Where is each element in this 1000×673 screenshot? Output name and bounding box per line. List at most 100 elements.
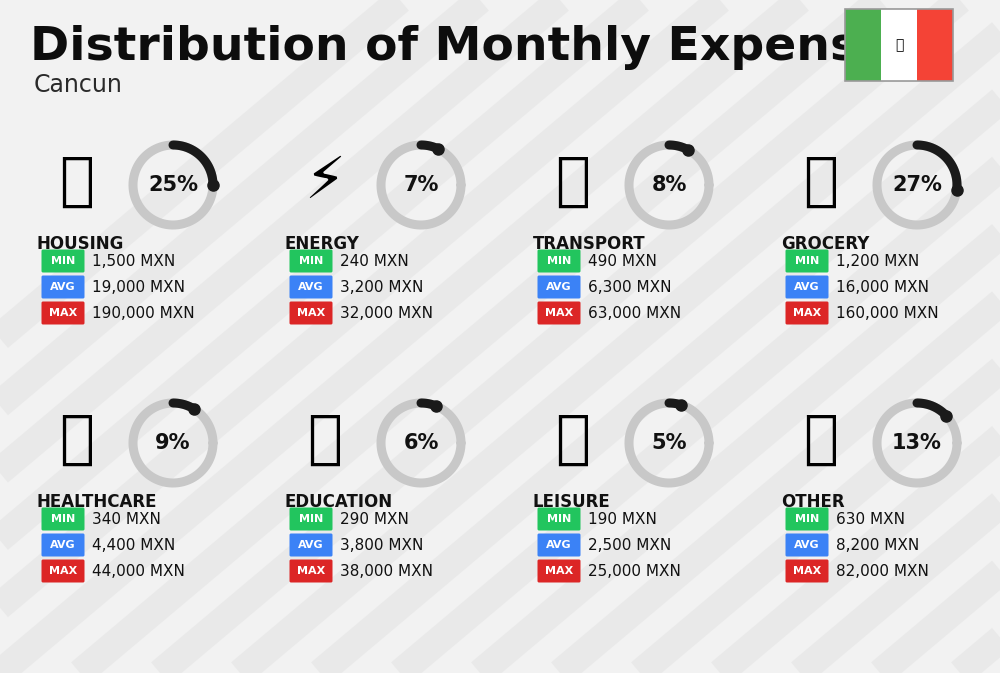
Text: GROCERY: GROCERY: [781, 235, 869, 253]
FancyBboxPatch shape: [42, 534, 84, 557]
Text: 4,400 MXN: 4,400 MXN: [92, 538, 175, 553]
FancyBboxPatch shape: [42, 507, 84, 530]
Text: 1,500 MXN: 1,500 MXN: [92, 254, 175, 269]
Text: MAX: MAX: [49, 308, 77, 318]
Text: 🚌: 🚌: [556, 153, 590, 209]
Text: ENERGY: ENERGY: [285, 235, 360, 253]
Text: AVG: AVG: [50, 540, 76, 550]
Text: LEISURE: LEISURE: [533, 493, 611, 511]
Text: AVG: AVG: [546, 540, 572, 550]
Text: AVG: AVG: [794, 282, 820, 292]
Text: TRANSPORT: TRANSPORT: [533, 235, 646, 253]
FancyBboxPatch shape: [786, 534, 828, 557]
Text: MAX: MAX: [545, 566, 573, 576]
Text: ⚡: ⚡: [304, 153, 346, 209]
Text: 6,300 MXN: 6,300 MXN: [588, 279, 672, 295]
Text: AVG: AVG: [546, 282, 572, 292]
Text: MIN: MIN: [547, 256, 571, 266]
Text: 🎓: 🎓: [308, 411, 342, 468]
Text: 32,000 MXN: 32,000 MXN: [340, 306, 433, 320]
Text: 27%: 27%: [892, 175, 942, 195]
FancyBboxPatch shape: [786, 250, 828, 273]
Text: MIN: MIN: [299, 514, 323, 524]
Text: MIN: MIN: [795, 256, 819, 266]
Text: 8%: 8%: [651, 175, 687, 195]
Text: 490 MXN: 490 MXN: [588, 254, 657, 269]
Text: 🏢: 🏢: [60, 153, 94, 209]
Text: AVG: AVG: [298, 282, 324, 292]
Text: 🦅: 🦅: [895, 38, 903, 52]
FancyBboxPatch shape: [290, 534, 332, 557]
Text: AVG: AVG: [50, 282, 76, 292]
FancyBboxPatch shape: [881, 9, 917, 81]
Text: 82,000 MXN: 82,000 MXN: [836, 563, 929, 579]
FancyBboxPatch shape: [538, 302, 580, 324]
FancyBboxPatch shape: [290, 275, 332, 299]
FancyBboxPatch shape: [538, 559, 580, 583]
Text: MAX: MAX: [793, 566, 821, 576]
Text: MAX: MAX: [49, 566, 77, 576]
Text: 340 MXN: 340 MXN: [92, 511, 161, 526]
FancyBboxPatch shape: [290, 302, 332, 324]
FancyBboxPatch shape: [538, 507, 580, 530]
Text: OTHER: OTHER: [781, 493, 845, 511]
Text: 160,000 MXN: 160,000 MXN: [836, 306, 939, 320]
Text: MIN: MIN: [51, 514, 75, 524]
Text: 1,200 MXN: 1,200 MXN: [836, 254, 919, 269]
Text: HOUSING: HOUSING: [37, 235, 124, 253]
Text: MAX: MAX: [793, 308, 821, 318]
FancyBboxPatch shape: [786, 507, 828, 530]
Text: 630 MXN: 630 MXN: [836, 511, 905, 526]
Text: Distribution of Monthly Expenses: Distribution of Monthly Expenses: [30, 25, 918, 70]
Text: 190 MXN: 190 MXN: [588, 511, 657, 526]
Text: HEALTHCARE: HEALTHCARE: [37, 493, 158, 511]
Text: 7%: 7%: [403, 175, 439, 195]
Text: 2,500 MXN: 2,500 MXN: [588, 538, 671, 553]
Text: MIN: MIN: [795, 514, 819, 524]
Text: 25%: 25%: [148, 175, 198, 195]
FancyBboxPatch shape: [786, 275, 828, 299]
FancyBboxPatch shape: [538, 275, 580, 299]
FancyBboxPatch shape: [786, 559, 828, 583]
Text: 9%: 9%: [155, 433, 191, 453]
Text: Cancun: Cancun: [34, 73, 123, 97]
FancyBboxPatch shape: [845, 9, 881, 81]
Text: 💰: 💰: [804, 411, 838, 468]
Text: 6%: 6%: [403, 433, 439, 453]
FancyBboxPatch shape: [42, 275, 84, 299]
Text: 3,800 MXN: 3,800 MXN: [340, 538, 423, 553]
FancyBboxPatch shape: [538, 250, 580, 273]
Text: MAX: MAX: [545, 308, 573, 318]
Text: MAX: MAX: [297, 566, 325, 576]
Text: 38,000 MXN: 38,000 MXN: [340, 563, 433, 579]
Text: 5%: 5%: [651, 433, 687, 453]
FancyBboxPatch shape: [290, 250, 332, 273]
FancyBboxPatch shape: [42, 302, 84, 324]
Text: 3,200 MXN: 3,200 MXN: [340, 279, 423, 295]
Text: 240 MXN: 240 MXN: [340, 254, 409, 269]
FancyBboxPatch shape: [290, 507, 332, 530]
Text: 🛒: 🛒: [804, 153, 838, 209]
FancyBboxPatch shape: [42, 250, 84, 273]
FancyBboxPatch shape: [786, 302, 828, 324]
Text: MIN: MIN: [299, 256, 323, 266]
FancyBboxPatch shape: [917, 9, 953, 81]
Text: 8,200 MXN: 8,200 MXN: [836, 538, 919, 553]
Text: 🫀: 🫀: [60, 411, 94, 468]
Text: 13%: 13%: [892, 433, 942, 453]
Text: 190,000 MXN: 190,000 MXN: [92, 306, 195, 320]
Text: 44,000 MXN: 44,000 MXN: [92, 563, 185, 579]
FancyBboxPatch shape: [42, 559, 84, 583]
Text: 16,000 MXN: 16,000 MXN: [836, 279, 929, 295]
Text: 25,000 MXN: 25,000 MXN: [588, 563, 681, 579]
Text: 🛍️: 🛍️: [556, 411, 590, 468]
Text: 19,000 MXN: 19,000 MXN: [92, 279, 185, 295]
Text: EDUCATION: EDUCATION: [285, 493, 393, 511]
Text: 63,000 MXN: 63,000 MXN: [588, 306, 681, 320]
Text: MIN: MIN: [51, 256, 75, 266]
Text: AVG: AVG: [298, 540, 324, 550]
FancyBboxPatch shape: [538, 534, 580, 557]
Text: MIN: MIN: [547, 514, 571, 524]
Text: AVG: AVG: [794, 540, 820, 550]
Text: 290 MXN: 290 MXN: [340, 511, 409, 526]
